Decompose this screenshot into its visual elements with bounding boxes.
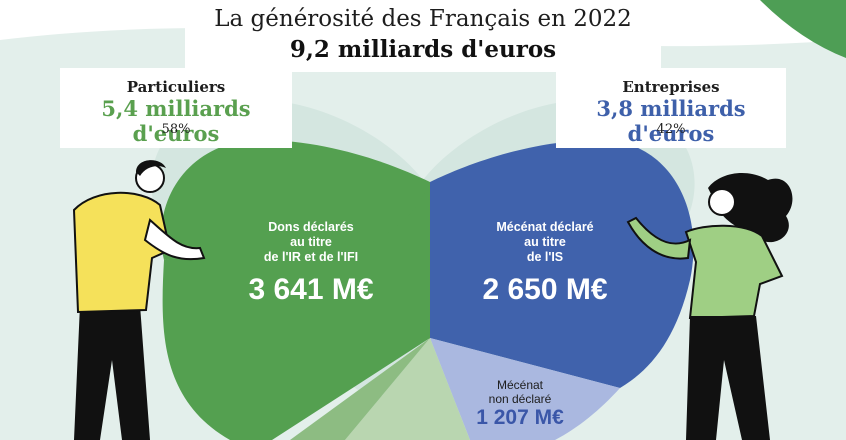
corner-shape: [760, 0, 846, 58]
mecenat-non-declare-value: 1 207 M€: [476, 406, 564, 429]
person-right-arm: [626, 216, 692, 260]
particuliers-title: Particuliers: [126, 78, 226, 96]
person-left-arm: [143, 218, 206, 261]
entreprises-title: Entreprises: [622, 78, 720, 96]
person-left-legs: [74, 305, 150, 440]
person-right-head: [708, 188, 736, 216]
dons-value: 3 641 M€: [248, 273, 374, 306]
heart-segment-mecenat-non-declare: [430, 338, 620, 440]
heart-segment-bottom-dark: [290, 338, 430, 440]
entreprises-amount: 3,8 milliards d'euros: [596, 96, 746, 146]
particuliers-card: Particuliers 5,4 milliards d'euros 58%: [60, 68, 292, 148]
mecenat-non-declare-label: Mécénat non déclaré 1 207 M€: [470, 378, 570, 430]
person-left-shirt: [72, 191, 172, 314]
person-left-illustration: [72, 160, 206, 440]
total-amount: 9,2 milliards d'euros: [289, 36, 557, 63]
mecenat-declare-label: Mécénat déclaré au titre de l'IS 2 650 M…: [460, 220, 630, 307]
mecenat-declare-line2: au titre: [524, 235, 566, 249]
mecenat-non-declare-line2: non déclaré: [488, 392, 552, 406]
dons-label: Dons déclarés au titre de l'IR et de l'I…: [236, 220, 386, 307]
dons-line3: de l'IR et de l'IFI: [263, 250, 359, 264]
entreprises-percent: 42%: [656, 122, 686, 137]
particuliers-percent: 58%: [161, 122, 191, 137]
entreprises-card: Entreprises 3,8 milliards d'euros 42%: [556, 68, 786, 148]
particuliers-amount: 5,4 milliards d'euros: [101, 96, 251, 146]
mecenat-declare-line1: Mécénat déclaré: [496, 220, 594, 234]
dons-line2: au titre: [290, 235, 332, 249]
heart-segment-dons-body: [162, 182, 430, 440]
page-title: La générosité des Français en 2022: [214, 6, 632, 32]
heart-segment-bottom-green: [345, 338, 470, 440]
mecenat-declare-line3: de l'IS: [526, 250, 564, 264]
heart-segment-mecenat-declare: [430, 140, 694, 388]
person-right-illustration: [626, 173, 793, 440]
dons-line1: Dons déclarés: [268, 220, 354, 234]
title-card: La générosité des Français en 2022 9,2 m…: [185, 0, 661, 72]
person-left-hair: [136, 160, 166, 176]
mecenat-declare-value: 2 650 M€: [482, 273, 608, 306]
person-right-legs: [686, 316, 770, 440]
mecenat-non-declare-line1: Mécénat: [496, 378, 544, 392]
